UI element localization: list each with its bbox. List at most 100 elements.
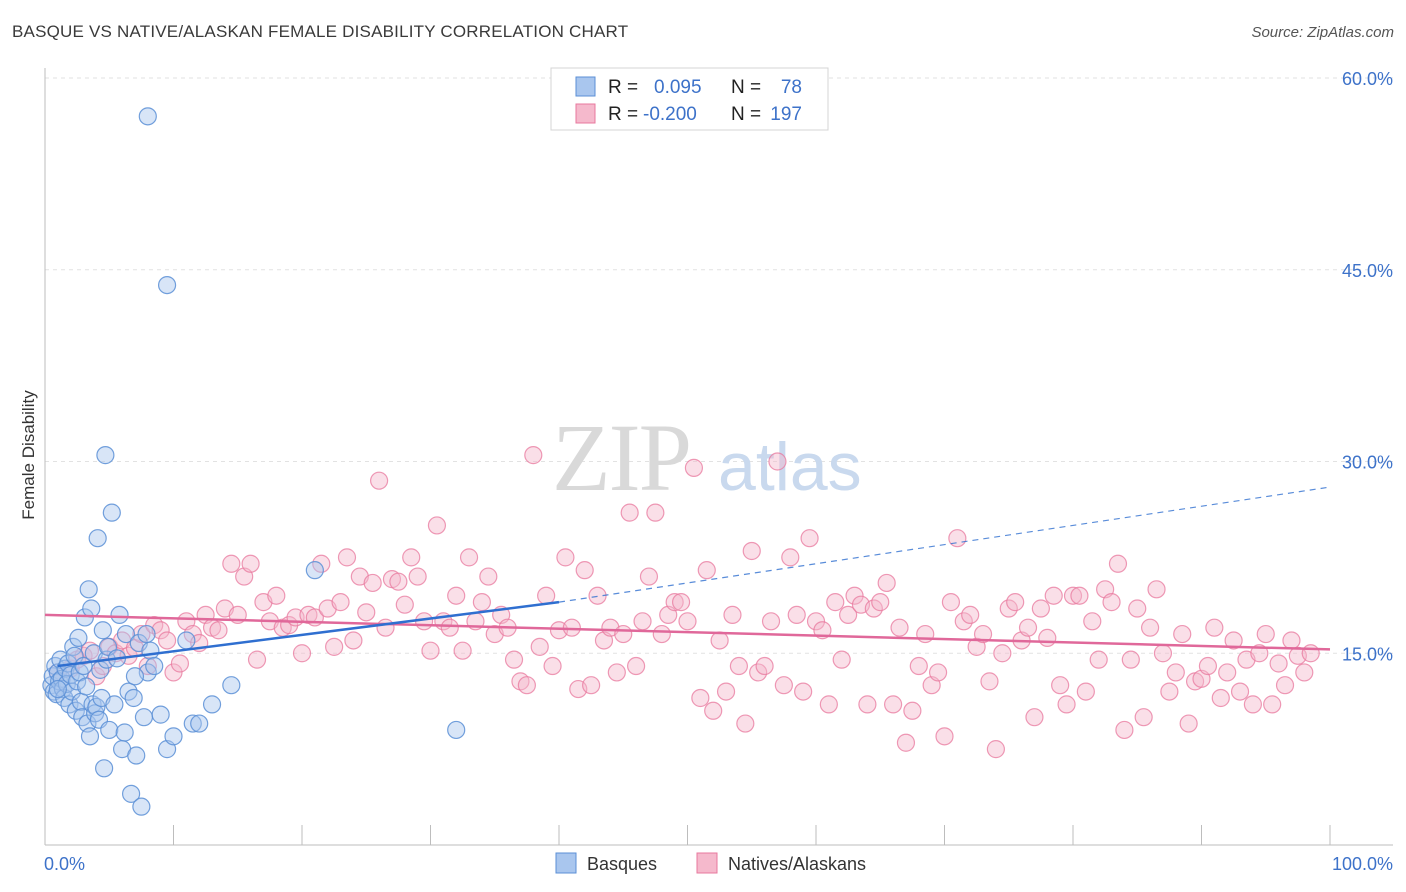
legend: R = 0.095 N = 78 R = -0.200 N = 197 [550, 67, 829, 131]
axes [44, 68, 1393, 846]
bottom-legend: Basques Natives/Alaskans [555, 852, 866, 874]
natives-point [1256, 624, 1275, 644]
natives-point [832, 650, 851, 669]
natives-point [1025, 708, 1044, 727]
basques-point [75, 608, 94, 627]
natives-point [1018, 618, 1038, 637]
natives-point [1076, 682, 1095, 701]
natives-point [1038, 628, 1057, 648]
watermark: ZIP atlas [552, 404, 862, 511]
basques-point [79, 580, 98, 599]
natives-point [222, 554, 241, 573]
natives-point [543, 656, 562, 676]
natives-point [402, 548, 421, 567]
natives-point [1250, 644, 1269, 663]
natives-point [1063, 586, 1083, 605]
natives-point [376, 618, 395, 637]
natives-point [1160, 682, 1179, 701]
basques-point [137, 624, 156, 644]
natives-point [890, 618, 909, 637]
natives-point [1173, 624, 1192, 644]
natives-point [1089, 650, 1108, 669]
natives-point [1134, 708, 1153, 727]
natives-point [1166, 663, 1185, 682]
bottom-legend-swatch-basques [555, 852, 577, 874]
natives-point [941, 593, 961, 612]
natives-point [614, 624, 633, 644]
natives-point [1179, 714, 1198, 733]
legend-r-value-basques: 0.095 [654, 77, 702, 98]
basques-point [202, 695, 222, 714]
chart-title: BASQUE VS NATIVE/ALASKAN FEMALE DISABILI… [12, 22, 629, 41]
natives-point [247, 650, 267, 669]
natives-point [736, 714, 755, 733]
natives-point [1269, 654, 1288, 673]
natives-point [1205, 618, 1224, 637]
basques-point [62, 682, 82, 701]
natives-point [157, 631, 177, 650]
natives-point [948, 529, 967, 548]
watermark-zip: ZIP [552, 404, 690, 511]
natives-point [1230, 682, 1250, 701]
natives-point [1057, 695, 1076, 714]
natives-point [986, 740, 1006, 759]
natives-point [716, 682, 736, 701]
natives-point [819, 695, 838, 714]
basques-point [82, 599, 101, 618]
natives-point [370, 471, 389, 490]
natives-trend-line [44, 613, 1331, 651]
natives-point [325, 637, 344, 656]
basques-trend-line [57, 600, 560, 668]
natives-point [453, 641, 472, 660]
natives-point [363, 573, 382, 593]
natives-point [1108, 554, 1128, 573]
natives-point [774, 676, 793, 695]
legend-swatch-basques [575, 76, 596, 97]
natives-point [1121, 650, 1140, 669]
natives-point [1282, 631, 1301, 650]
natives-point [826, 593, 845, 612]
natives-point [646, 503, 665, 522]
natives-point [723, 605, 742, 625]
natives-point [800, 529, 819, 548]
natives-point [1153, 644, 1173, 663]
natives-point [1198, 656, 1218, 676]
natives-point [588, 586, 607, 605]
natives-point [1102, 593, 1121, 612]
natives-point [973, 624, 993, 644]
natives-point [806, 612, 826, 631]
natives-point [710, 631, 729, 650]
natives-point [344, 631, 363, 650]
natives-point [472, 593, 491, 612]
natives-point [170, 654, 190, 673]
natives-point [479, 567, 498, 586]
natives-point [537, 586, 556, 605]
basques-point [141, 641, 160, 660]
natives-point [1263, 695, 1282, 714]
natives-point [1051, 676, 1070, 695]
natives-point [1301, 644, 1320, 663]
natives-point [389, 572, 408, 591]
source-label: Source: ZipAtlas.com [1251, 24, 1394, 41]
natives-point [755, 656, 774, 676]
legend-n-value-basques: 78 [781, 77, 802, 98]
natives-point [877, 573, 896, 593]
legend-swatch-natives [575, 103, 596, 124]
basques-point [151, 705, 170, 724]
basques-point [138, 107, 157, 126]
basques-point [157, 275, 177, 295]
natives-point [768, 452, 787, 471]
natives-point [241, 554, 260, 573]
natives-point [626, 656, 646, 676]
natives-point [684, 458, 704, 477]
natives-point [151, 621, 170, 640]
basques-point [305, 561, 324, 580]
basques-point [190, 714, 209, 733]
legend-r-label-natives: R = [608, 104, 638, 125]
natives-point [1006, 593, 1025, 612]
natives-point [671, 593, 691, 612]
basques-point [115, 723, 134, 742]
natives-point [337, 548, 357, 567]
natives-point [524, 446, 543, 465]
basques-point [116, 624, 136, 644]
